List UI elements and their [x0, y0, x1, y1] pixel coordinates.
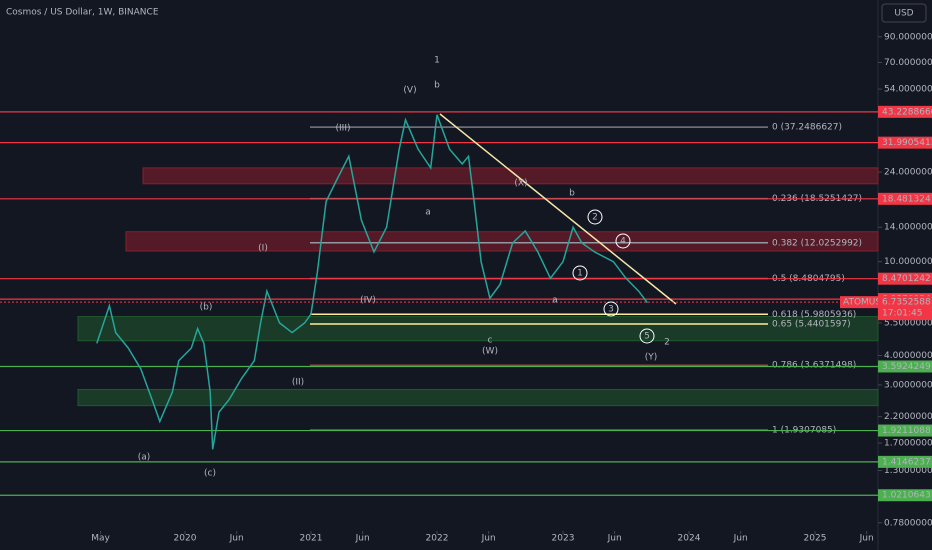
price-box-label: 3.5924249 — [882, 362, 931, 372]
fib-label: 0.382 (12.0252992) — [772, 238, 862, 248]
zone — [142, 167, 879, 185]
x-tick-label: May — [91, 534, 110, 544]
price-box — [878, 360, 932, 373]
x-tick-label: Jun — [355, 534, 370, 544]
y-tick-label: 70.0000000 — [884, 58, 932, 68]
wave-label: 1 — [434, 56, 440, 66]
price-box-label: 1.9211088 — [882, 426, 931, 436]
price-box — [878, 455, 932, 468]
wave-label: c — [488, 336, 493, 346]
wave-label: (IV) — [360, 296, 376, 306]
x-tick-label: 2022 — [426, 534, 449, 544]
wave-label: 5 — [644, 332, 650, 342]
current-price-label: 6.7352588 — [882, 298, 931, 308]
wave-label: (Y) — [645, 353, 658, 363]
price-box — [878, 136, 932, 149]
price-box-label: 31.9905413 — [882, 138, 932, 148]
price-box — [878, 192, 932, 205]
price-box-label: 8.4701242 — [882, 274, 931, 284]
x-tick-label: Jun — [859, 534, 874, 544]
wave-label: (III) — [336, 124, 351, 134]
x-tick-label: 2024 — [678, 534, 701, 544]
price-line — [96, 114, 648, 450]
price-box — [878, 105, 932, 118]
wave-label: 2 — [664, 338, 670, 348]
fib-label: 0.618 (5.9805936) — [772, 310, 856, 320]
wave-label: b — [569, 189, 575, 199]
y-tick-label: 14.0000000 — [884, 223, 932, 233]
wave-label: b — [434, 81, 440, 91]
price-box-label: 43.2288660 — [882, 107, 932, 117]
x-tick-label: 2021 — [300, 534, 323, 544]
y-tick-label: 2.2000000 — [884, 412, 932, 422]
symbol-box — [840, 296, 878, 309]
wave-label: (a) — [138, 453, 151, 463]
x-tick-label: Jun — [229, 534, 244, 544]
zone — [77, 388, 879, 407]
currency-button[interactable] — [881, 3, 927, 23]
y-tick-label: 1.7000000 — [884, 439, 932, 449]
zone — [125, 231, 879, 252]
y-tick-label: 24.0000000 — [884, 168, 932, 178]
x-tick-label: 2020 — [174, 534, 197, 544]
y-tick-label: 3.0000000 — [884, 380, 932, 390]
wave-label: (X) — [514, 179, 527, 189]
wave-label: 1 — [577, 269, 583, 279]
y-tick-label: 5.5000000 — [884, 318, 932, 328]
y-tick-label: 0.7800000 — [884, 518, 932, 528]
wave-label: (b) — [200, 303, 213, 313]
zone — [77, 316, 879, 342]
y-tick-label: 1.3000000 — [884, 466, 932, 476]
chart-title: Cosmos / US Dollar, 1W, BINANCE — [6, 8, 159, 18]
y-tick-label: 90.0000000 — [884, 32, 932, 42]
wave-circle — [603, 301, 619, 317]
symbol-label: ATOMUSD — [843, 298, 888, 308]
x-tick-label: Jun — [481, 534, 496, 544]
x-tick-label: 2023 — [552, 534, 575, 544]
x-tick-label: Jun — [607, 534, 622, 544]
price-box-label: 1.4146237 — [882, 457, 931, 467]
wave-circle — [615, 233, 631, 249]
wave-circle — [587, 209, 603, 225]
wave-label: (II) — [292, 378, 304, 388]
wave-label: (c) — [204, 469, 216, 479]
wave-label: a — [552, 296, 558, 306]
y-tick-label: 4.0000000 — [884, 351, 932, 361]
price-box-label: 1.0210643 — [882, 491, 931, 501]
x-tick-label: 2025 — [804, 534, 827, 544]
wave-label: (I) — [258, 244, 268, 254]
y-tick-label: 10.0000000 — [884, 257, 932, 267]
wave-label: 2 — [592, 213, 598, 223]
fib-label: 0.65 (5.4401597) — [772, 320, 851, 330]
wave-label: 3 — [608, 305, 614, 315]
y-tick-label: 54.0000000 — [884, 85, 932, 95]
fib-label: 0.786 (3.6371498) — [772, 361, 856, 371]
price-box — [878, 489, 932, 502]
wave-label: 4 — [620, 237, 626, 247]
fib-label: 0 (37.2486627) — [772, 123, 842, 133]
wave-label: a — [425, 208, 431, 218]
wave-label: (W) — [482, 347, 498, 357]
wave-label: (V) — [403, 86, 416, 96]
x-tick-label: Jun — [733, 534, 748, 544]
wave-circle — [572, 265, 588, 281]
wave-circle — [639, 328, 655, 344]
current-price-box — [878, 296, 932, 321]
currency[interactable]: USD — [894, 9, 913, 19]
countdown: 17:01:45 — [882, 309, 922, 319]
price-box — [878, 272, 932, 285]
trendline — [439, 113, 677, 305]
price-box-label: 18.4813241 — [882, 194, 932, 204]
price-box — [878, 424, 932, 437]
